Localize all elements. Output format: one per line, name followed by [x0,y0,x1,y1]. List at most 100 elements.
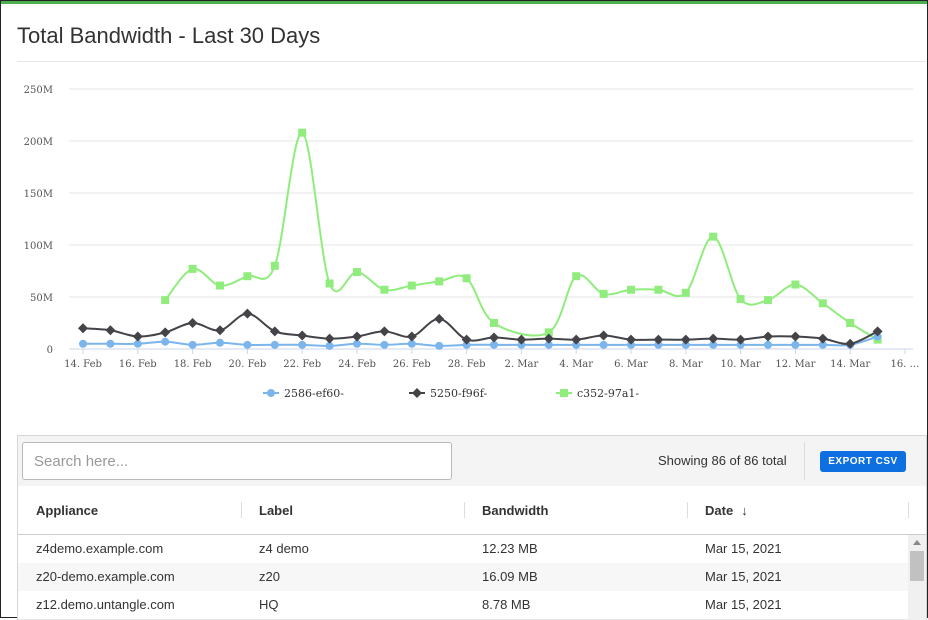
legend-marker [560,389,568,397]
data-point [626,334,636,345]
cell-appliance: z4demo.example.com [36,541,164,556]
data-point [353,339,361,348]
column-resize-handle[interactable] [687,502,688,518]
data-point [188,264,197,273]
data-point [653,334,664,345]
data-point [270,261,279,270]
data-point [353,268,361,277]
accent-bar [1,1,927,4]
data-point [406,331,417,342]
data-point [489,332,499,343]
data-point [297,330,308,341]
column-resize-handle[interactable] [241,502,242,518]
data-point [571,334,582,345]
data-point [764,296,772,305]
data-point [161,337,170,346]
x-tick-label: 24. Feb [338,359,376,370]
data-point [543,333,554,344]
y-tick-label: 50M [30,293,53,304]
data-point [435,341,444,350]
data-point [187,318,198,328]
column-resize-handle[interactable] [464,502,465,518]
series-line-5250-f96f [82,312,879,345]
data-point [818,340,827,349]
data-point [736,340,745,349]
data-point [462,340,471,349]
data-point [243,340,252,349]
y-tick-label: 0 [47,345,53,356]
x-tick-label: 8. Mar [669,359,703,370]
data-point [380,285,389,294]
page-title: Total Bandwidth - Last 30 Days [17,23,321,48]
data-point [709,232,718,241]
x-tick-label: 28. Feb [448,359,486,370]
grid-toolbar: Showing 86 of 86 total EXPORT CSV [18,436,926,487]
column-header-label[interactable]: Label [259,503,293,518]
data-point [216,281,224,290]
table-scrollbar[interactable] [908,535,926,620]
data-point [216,338,224,347]
table-row[interactable]: z4demo.example.com z4 demo 12.23 MB Mar … [18,535,908,564]
x-tick-label: 14. Mar [830,359,870,370]
cell-appliance: z12.demo.untangle.com [36,597,175,612]
data-point [736,295,745,304]
data-point [544,328,553,337]
data-point [681,340,690,349]
data-point [572,272,581,281]
export-csv-button[interactable]: EXPORT CSV [820,451,906,472]
data-point [735,334,746,345]
data-point [598,330,609,341]
legend-marker [412,388,422,398]
column-header-date[interactable]: Date ↓ [705,503,748,518]
data-point [105,325,116,336]
data-point [654,340,663,349]
data-point [572,340,581,349]
data-point [298,340,307,349]
table-row[interactable]: z12.demo.untangle.com HQ 8.78 MB Mar 15,… [18,591,908,620]
data-point [325,279,334,288]
series-line-c352-97a1 [164,131,879,341]
data-point [379,326,390,337]
data-point [708,333,719,344]
x-tick-label: 12. Mar [775,359,815,370]
data-point [352,331,362,342]
column-resize-handle[interactable] [908,502,909,518]
data-point [78,323,88,334]
data-point [517,340,526,349]
data-point [270,340,279,349]
table-row[interactable]: z20-demo.example.com z20 16.09 MB Mar 15… [18,563,908,592]
data-point [133,339,142,348]
data-point [627,285,635,294]
column-header-bandwidth[interactable]: Bandwidth [482,503,549,518]
y-tick-label: 150M [24,189,53,200]
column-header-appliance[interactable]: Appliance [36,503,99,518]
x-tick-label: 4. Mar [559,359,593,370]
data-point [161,296,170,305]
y-tick-label: 100M [24,241,53,252]
cell-bandwidth: 16.09 MB [482,569,538,584]
cell-bandwidth: 12.23 MB [482,541,538,556]
data-point [461,334,472,345]
data-point [845,338,856,349]
data-point [269,326,280,337]
data-point [490,319,498,327]
data-point [763,331,773,342]
data-point [709,340,718,349]
scroll-up-icon[interactable] [913,540,921,545]
data-point [407,339,416,348]
x-tick-label: 6. Mar [614,359,648,370]
data-point [490,340,498,349]
data-point [434,313,445,324]
legend-marker [267,389,275,397]
x-tick-label: 16. … [890,359,919,370]
data-point [599,340,608,349]
data-point [79,339,87,348]
column-header-date-label: Date [705,503,734,518]
scrollbar-thumb[interactable] [910,551,924,581]
search-input[interactable] [22,442,452,480]
y-tick-label: 200M [24,137,53,148]
sort-descending-icon: ↓ [741,503,748,518]
cell-date: Mar 15, 2021 [705,541,782,556]
toolbar-divider [804,442,805,480]
